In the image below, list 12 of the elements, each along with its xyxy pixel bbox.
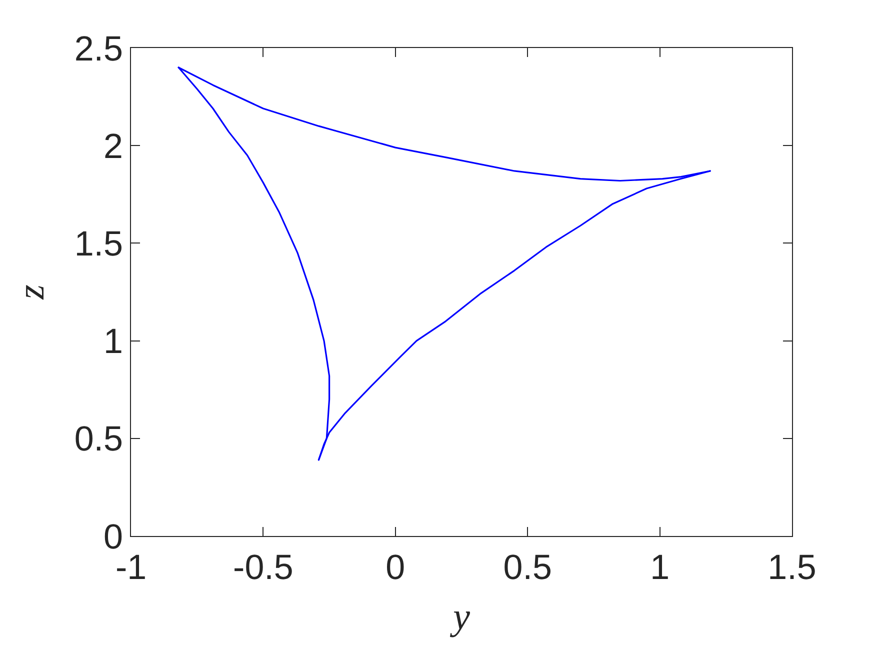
y-tick-label: 0.5 (74, 420, 123, 459)
x-tick-label: 0.5 (503, 548, 552, 587)
x-tick-label: 1.5 (768, 548, 816, 587)
x-tick-label: 1 (650, 548, 670, 587)
y-axis-title: z (10, 284, 53, 300)
y-tick-label: 1 (104, 322, 123, 362)
x-tick-label: -0.5 (233, 548, 294, 587)
y-tick-label: 2.5 (74, 29, 123, 68)
y-tick-label: 2 (104, 126, 123, 166)
x-axis-title: y (449, 596, 470, 638)
y-tick-label: 1.5 (74, 224, 123, 264)
x-tick-label: 0 (386, 548, 406, 587)
